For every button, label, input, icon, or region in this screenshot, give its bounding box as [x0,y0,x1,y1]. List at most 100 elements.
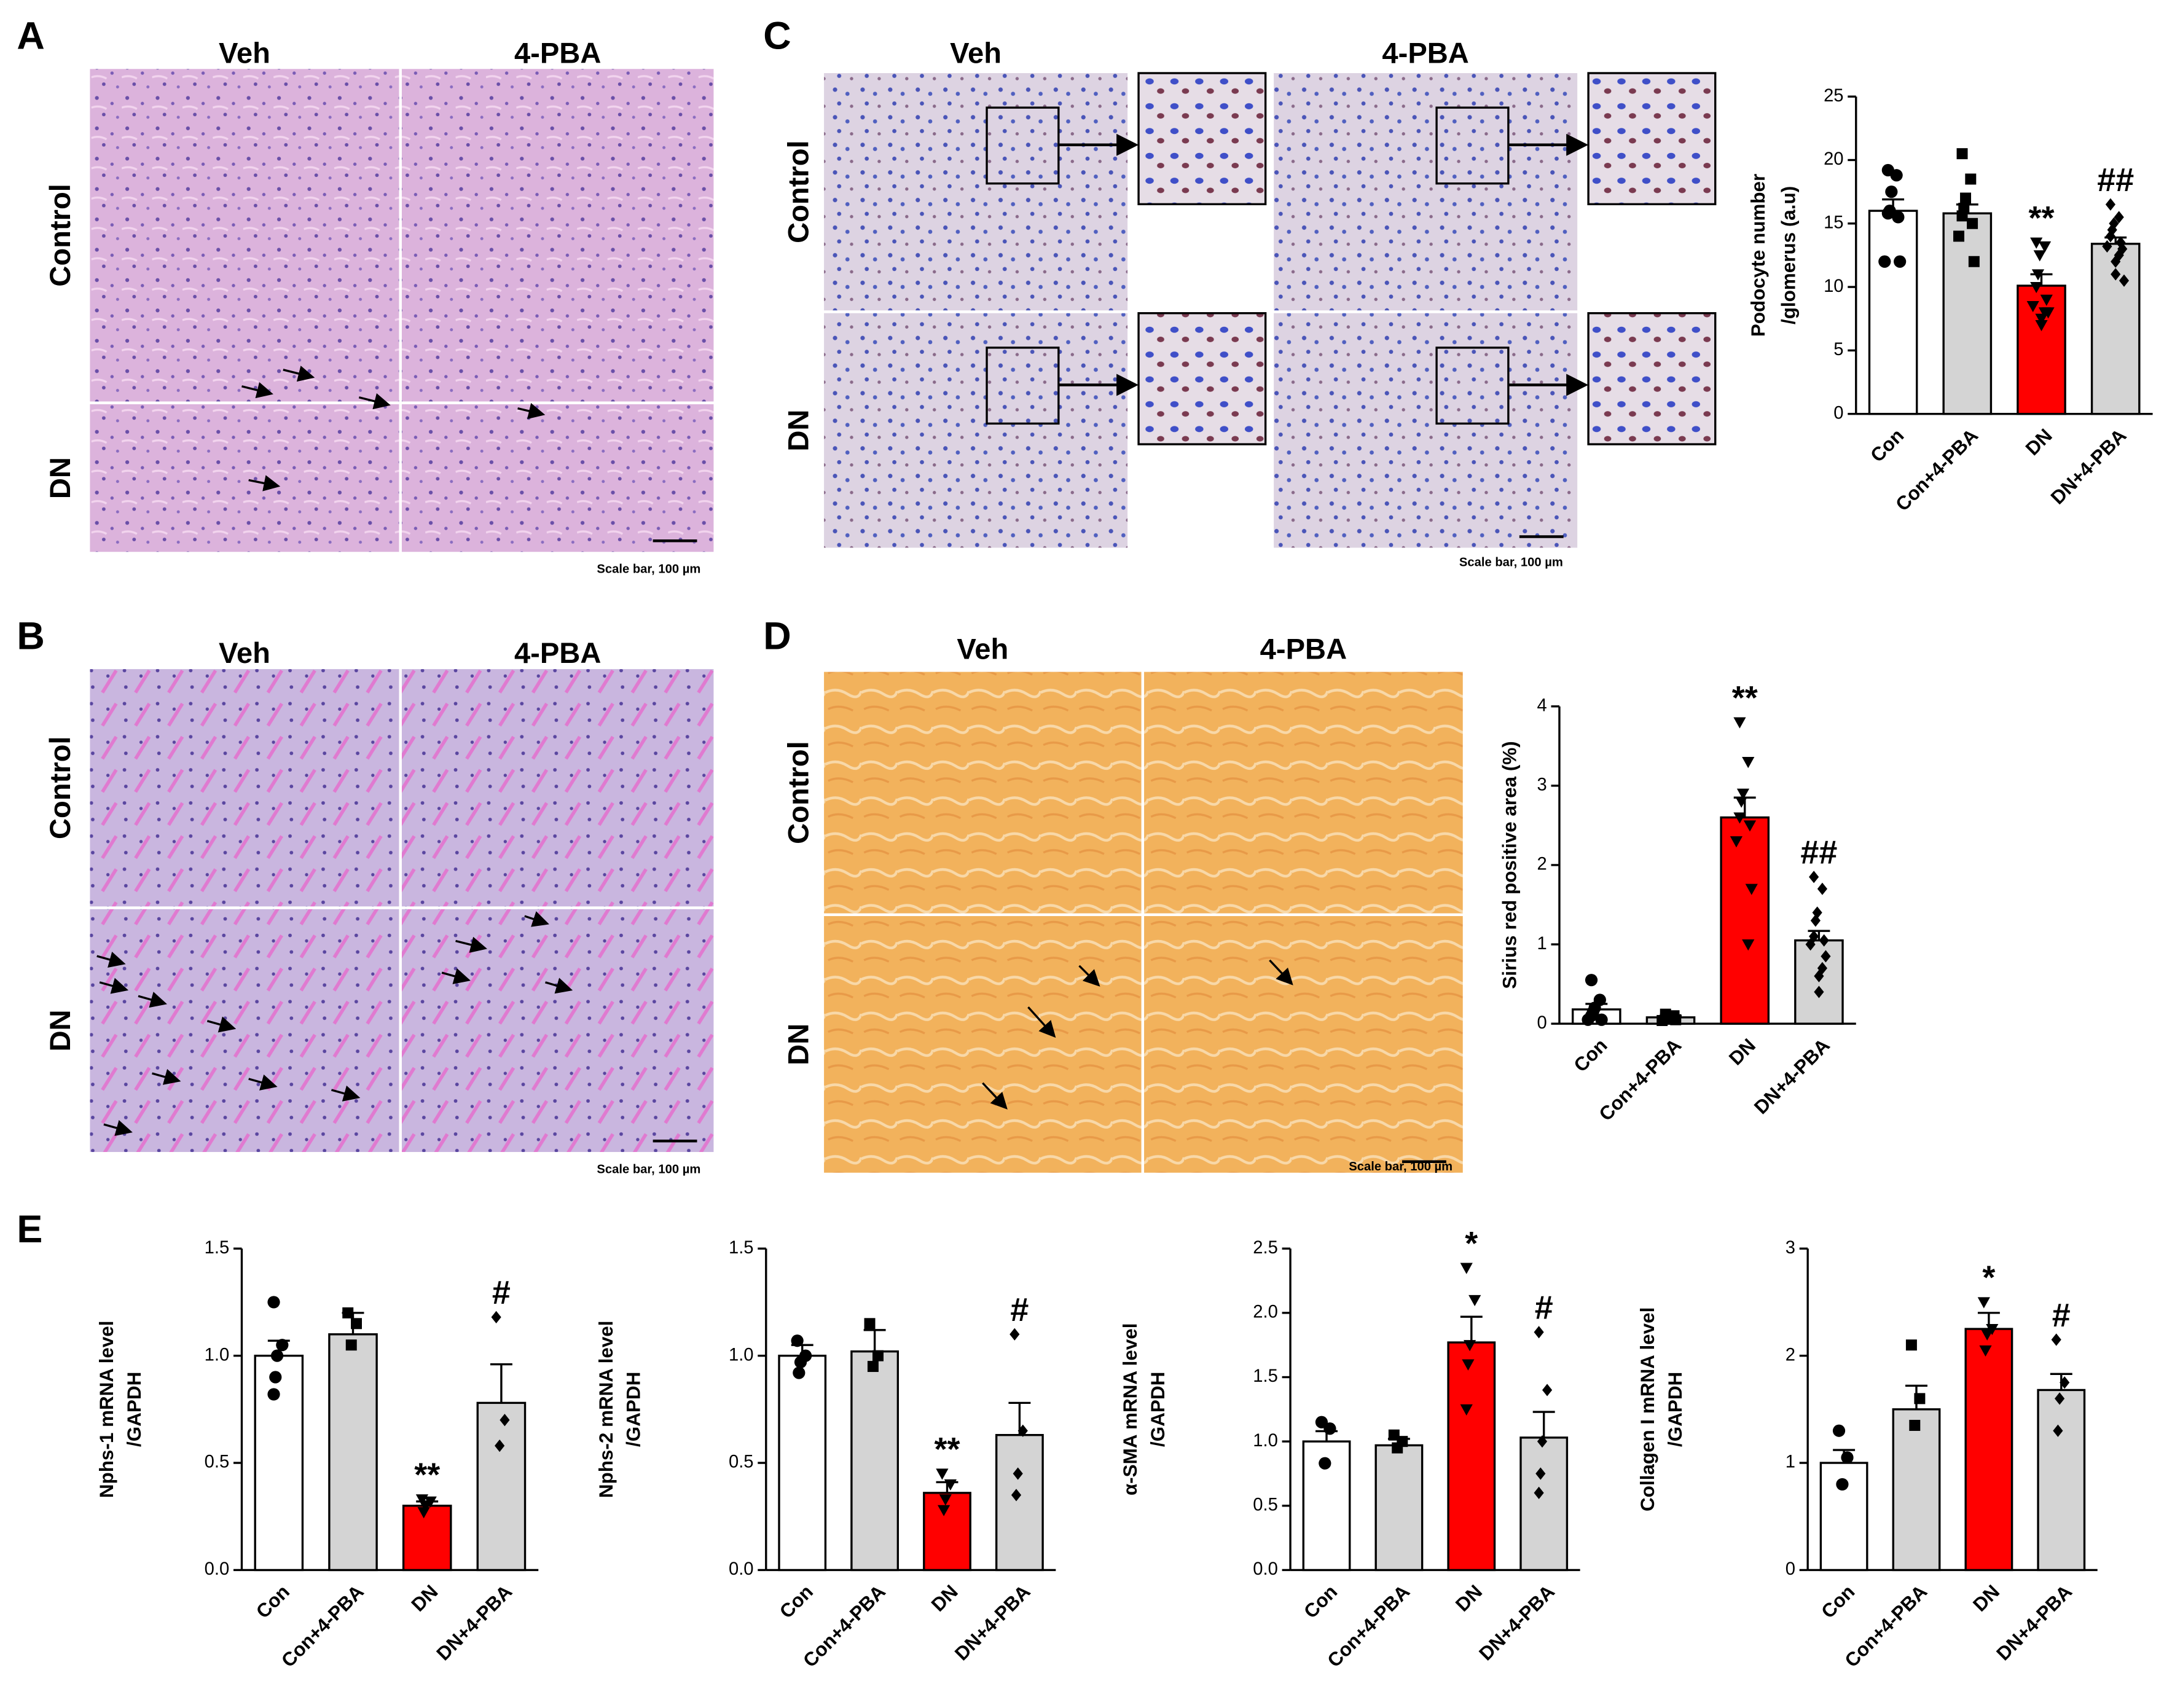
inset-image [1587,312,1717,445]
data-point [1745,883,1758,895]
micrograph [824,916,1142,1173]
y-tick-label: 2 [1537,855,1547,874]
lesion-arrow [152,1068,181,1085]
row-label: Control [44,736,76,839]
bar [1868,210,1918,415]
data-point [2038,307,2052,319]
x-tick-label: Con [252,1581,294,1623]
lesion-arrow [441,968,471,984]
data-point [1914,1393,1926,1404]
data-point [1965,173,1977,185]
significance-mark: ** [935,1431,960,1468]
x-tick-label: DN+4-PBA [951,1581,1034,1664]
data-point [267,1388,280,1401]
bar [402,1505,452,1572]
significance-mark: # [2052,1297,2071,1334]
significance-mark: # [1535,1290,1553,1326]
panel-letter: E [17,1208,42,1251]
y-tick-label: 2 [1786,1345,1795,1365]
data-point [794,1355,807,1369]
lesion-arrow [248,1074,278,1091]
x-tick-label: Con [1817,1581,1859,1623]
y-tick-label: 15 [1824,213,1843,232]
y-tick-label: 25 [1824,86,1843,106]
y-axis-label: Collagen I mRNA level [1637,1307,1658,1511]
y-tick-label: 1.0 [1253,1431,1278,1451]
data-point [1805,938,1816,951]
y-tick-label: 1.5 [1253,1366,1278,1386]
micrograph [1144,916,1463,1173]
data-point [1736,788,1750,800]
data-point [1905,1339,1917,1351]
data-point [939,1494,952,1506]
y-tick-label: 1.5 [729,1238,754,1258]
data-point [1981,1329,1994,1341]
lesion-arrow [331,1085,361,1102]
data-point [1009,1328,1020,1341]
data-point [1468,1295,1481,1307]
column-header: Veh [950,36,1002,69]
data-point [1733,812,1746,824]
x-tick-label: DN+4-PBA [433,1581,516,1664]
y-tick-label: 20 [1824,149,1843,169]
column-header: 4-PBA [514,36,601,69]
data-point [2114,211,2124,224]
data-point [2026,300,2039,313]
lesion-arrow [206,1016,237,1033]
row-label: DN [44,1009,76,1051]
panel-letter: B [17,614,44,657]
row-label: Control [782,140,814,243]
micrograph [824,73,1128,311]
data-point [1821,950,1831,963]
x-tick-label: DN+4-PBA [2047,425,2130,508]
data-point [1968,256,1980,267]
micrograph [1274,313,1578,548]
data-point [1460,1263,1473,1274]
y-tick-label: 0.0 [729,1559,754,1579]
row-label: DN [44,457,76,499]
y-tick-label: 3 [1786,1238,1795,1258]
bar [995,1434,1044,1572]
data-point [1979,1345,1992,1357]
y-tick-label: 0 [1786,1559,1795,1579]
y-tick-label: 2.5 [1253,1238,1278,1258]
lesion-arrow [138,992,167,1008]
column-header: Veh [957,632,1008,665]
micrograph [401,69,714,402]
data-point [1743,820,1757,832]
data-point [1585,974,1598,987]
data-point [791,1334,804,1347]
data-point [1534,1486,1544,1499]
row-label: Control [782,741,814,844]
data-point [864,1318,876,1330]
data-point [2033,250,2046,262]
lesion-arrow [96,952,126,968]
x-tick-label: DN [1725,1035,1760,1070]
data-point [345,1339,357,1351]
y-axis-label: Sirius red positive area (%) [1499,741,1521,989]
y-tick-label: 5 [1833,340,1843,359]
data-point [1894,255,1907,268]
data-point [2111,268,2121,281]
data-point [1814,985,1824,998]
bar [254,1354,304,1572]
micrograph [90,69,399,402]
significance-mark: ## [2097,162,2134,198]
y-tick-label: 1.0 [729,1345,754,1365]
y-tick-label: 1.5 [205,1238,230,1258]
lesion-arrow [1027,1006,1056,1038]
data-point [1841,1451,1854,1464]
significance-mark: * [1982,1259,1995,1296]
y-tick-label: 10 [1824,276,1843,296]
significance-mark: ** [414,1457,440,1494]
y-axis-label: /GAPDH [1147,1372,1169,1447]
x-tick-label: DN [2021,425,2056,460]
x-tick-label: Con [1570,1035,1612,1076]
data-point [1319,1457,1331,1470]
bar [1942,212,1993,415]
data-point [1809,871,1819,883]
data-point [1535,1467,1546,1480]
data-point [1742,757,1755,769]
micrograph [401,909,714,1153]
data-point [2030,281,2043,294]
